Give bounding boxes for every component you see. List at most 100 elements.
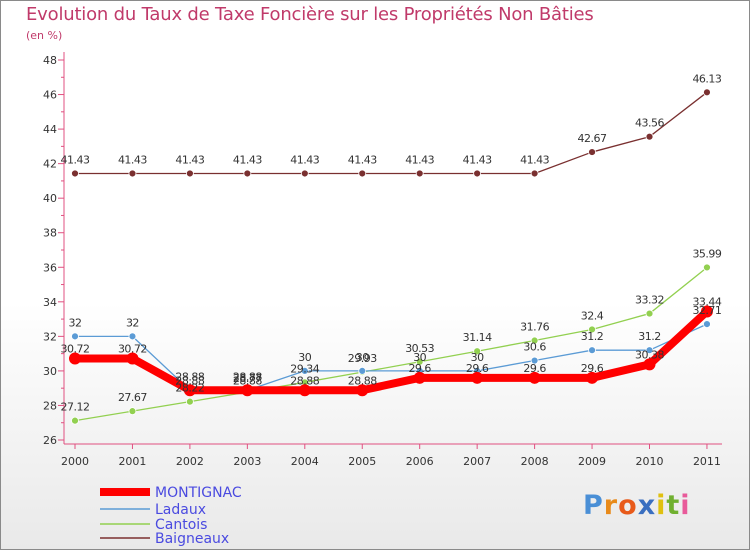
data-label: 32.4 bbox=[581, 309, 604, 322]
data-point bbox=[128, 332, 137, 341]
data-label: 30 bbox=[298, 351, 311, 364]
chart-subtitle: (en %) bbox=[26, 29, 63, 42]
x-tick-label: 2006 bbox=[406, 455, 434, 468]
data-point bbox=[241, 384, 254, 397]
y-tick-label: 28 bbox=[43, 399, 57, 412]
y-tick-label: 40 bbox=[43, 192, 57, 205]
data-label: 42.67 bbox=[578, 132, 607, 145]
data-label: 28.22 bbox=[175, 382, 204, 395]
data-label: 28.88 bbox=[175, 374, 204, 387]
data-point bbox=[415, 169, 424, 178]
data-label: 32 bbox=[126, 316, 139, 329]
data-label: 43.56 bbox=[635, 117, 664, 130]
data-point bbox=[128, 407, 137, 416]
x-tick-label: 2005 bbox=[348, 455, 376, 468]
data-label: 30.72 bbox=[118, 342, 147, 355]
data-label: 30.38 bbox=[635, 348, 664, 361]
data-point bbox=[703, 263, 711, 272]
data-label: 27.67 bbox=[118, 391, 147, 404]
data-point bbox=[473, 347, 482, 356]
data-point bbox=[358, 367, 367, 375]
y-tick-label: 36 bbox=[43, 261, 57, 274]
logo-letter: i bbox=[656, 490, 667, 521]
data-point bbox=[185, 169, 194, 178]
data-point bbox=[530, 356, 539, 365]
x-tick-label: 2003 bbox=[233, 455, 261, 468]
data-point bbox=[356, 384, 369, 397]
data-point bbox=[300, 367, 309, 375]
data-point bbox=[588, 148, 596, 156]
data-label: 31.14 bbox=[463, 331, 492, 344]
data-label: 30 bbox=[471, 351, 484, 364]
data-point bbox=[586, 371, 599, 384]
data-label: 31.2 bbox=[638, 330, 661, 343]
logo-letter: r bbox=[603, 490, 619, 521]
y-tick-label: 44 bbox=[43, 123, 57, 136]
y-tick-label: 38 bbox=[43, 227, 57, 240]
x-tick-label: 2011 bbox=[693, 455, 721, 468]
data-point bbox=[300, 169, 309, 178]
data-point bbox=[645, 132, 654, 141]
data-label: 28.88 bbox=[233, 370, 262, 383]
series-line-baigneaux bbox=[74, 91, 708, 175]
logo-letter: t bbox=[666, 490, 681, 521]
legend-label: Cantois bbox=[155, 517, 207, 533]
data-label: 28.77 bbox=[233, 372, 262, 385]
logo-letter: o bbox=[618, 490, 638, 521]
data-label: 28.88 bbox=[290, 374, 319, 387]
data-label: 32 bbox=[69, 316, 82, 329]
data-point bbox=[298, 384, 311, 397]
data-point bbox=[413, 371, 426, 384]
data-point bbox=[473, 169, 482, 178]
data-point bbox=[183, 384, 196, 397]
data-label: 27.12 bbox=[61, 401, 90, 414]
x-tick-label: 2008 bbox=[521, 455, 549, 468]
y-tick-label: 34 bbox=[43, 296, 57, 309]
data-label: 41.43 bbox=[348, 153, 377, 166]
data-point bbox=[530, 169, 539, 178]
data-label: 29.34 bbox=[290, 362, 319, 375]
data-label: 41.43 bbox=[405, 153, 434, 166]
x-tick-label: 2000 bbox=[61, 455, 89, 468]
x-tick-label: 2002 bbox=[176, 455, 204, 468]
data-label: 28.88 bbox=[348, 374, 377, 387]
data-label: 41.43 bbox=[233, 153, 262, 166]
data-label: 31.2 bbox=[581, 330, 604, 343]
data-label: 29.6 bbox=[466, 362, 489, 375]
data-label: 29.6 bbox=[581, 362, 604, 375]
data-label: 41.43 bbox=[520, 153, 549, 166]
data-point bbox=[645, 309, 654, 318]
data-label: 41.43 bbox=[463, 153, 492, 166]
legend-label: MONTIGNAC bbox=[155, 485, 242, 501]
data-point bbox=[185, 397, 194, 406]
series-line-montignac bbox=[71, 307, 711, 395]
data-label: 30.72 bbox=[61, 342, 90, 355]
data-label: 29.6 bbox=[408, 362, 431, 375]
data-label: 28.88 bbox=[175, 370, 204, 383]
data-label: 41.43 bbox=[175, 153, 204, 166]
y-tick-label: 46 bbox=[43, 89, 57, 102]
logo-letter: x bbox=[637, 490, 657, 521]
y-tick-label: 30 bbox=[43, 365, 57, 378]
data-label: 30 bbox=[413, 351, 426, 364]
data-label: 32.71 bbox=[692, 304, 721, 317]
data-point bbox=[415, 357, 424, 366]
data-point bbox=[71, 416, 79, 425]
legend-label: Ladaux bbox=[155, 502, 206, 518]
x-tick-label: 2007 bbox=[463, 455, 491, 468]
data-label: 31.76 bbox=[520, 321, 549, 334]
data-label: 29.93 bbox=[348, 352, 377, 365]
proxiti-logo: Proxiti bbox=[583, 490, 691, 521]
data-label: 30 bbox=[356, 351, 369, 364]
data-point bbox=[703, 320, 711, 329]
data-label: 41.43 bbox=[61, 153, 90, 166]
x-tick-label: 2004 bbox=[291, 455, 319, 468]
data-point bbox=[643, 358, 656, 371]
data-label: 46.13 bbox=[692, 72, 721, 85]
data-point bbox=[128, 169, 137, 178]
series-line-cantois bbox=[74, 266, 708, 422]
y-tick-label: 32 bbox=[43, 330, 57, 343]
data-point bbox=[530, 336, 539, 345]
